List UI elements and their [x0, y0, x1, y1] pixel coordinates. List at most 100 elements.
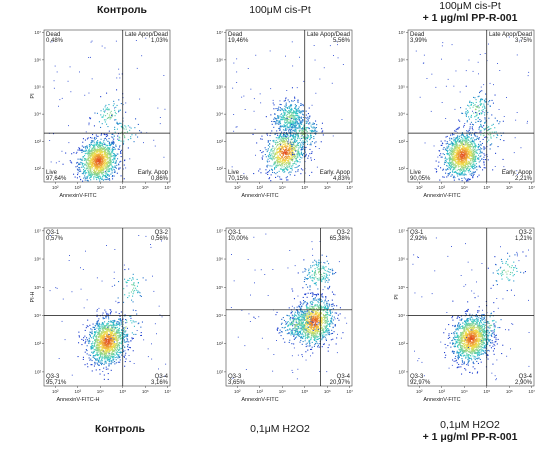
- event-dot: [297, 100, 299, 102]
- event-dot: [89, 334, 91, 336]
- event-dot: [95, 166, 97, 168]
- event-dot: [467, 161, 469, 163]
- event-dot: [97, 169, 99, 171]
- event-dot: [291, 131, 293, 133]
- event-dot: [108, 325, 110, 327]
- event-dot: [480, 134, 482, 136]
- event-dot: [94, 169, 96, 171]
- event-dot: [273, 162, 275, 164]
- event-dot: [283, 131, 285, 133]
- event-dot: [288, 101, 290, 103]
- event-dot: [465, 153, 467, 155]
- event-dot: [287, 159, 289, 161]
- y-tick-label: 10³: [216, 139, 223, 144]
- event-dot: [298, 124, 300, 126]
- event-dot: [78, 170, 80, 172]
- event-dot: [455, 138, 457, 140]
- event-dot: [266, 133, 268, 135]
- event-dot: [107, 341, 109, 343]
- event-dot: [480, 129, 482, 131]
- event-dot: [94, 148, 96, 150]
- event-dot: [82, 141, 84, 143]
- event-dot: [285, 55, 286, 57]
- event-dot: [465, 152, 467, 154]
- event-dot: [89, 174, 91, 176]
- event-dot: [480, 143, 482, 145]
- event-dot: [268, 160, 270, 162]
- event-dot: [472, 176, 474, 178]
- event-dot: [109, 145, 111, 147]
- event-dot: [93, 147, 95, 149]
- event-dot: [469, 178, 471, 180]
- event-dot: [276, 152, 278, 154]
- event-dot: [462, 146, 464, 148]
- event-dot: [266, 171, 268, 173]
- event-dot: [101, 359, 103, 361]
- event-dot: [97, 334, 99, 336]
- event-dot: [296, 166, 298, 168]
- event-dot: [93, 159, 95, 161]
- event-dot: [467, 153, 469, 155]
- event-dot: [267, 161, 269, 163]
- event-dot: [454, 159, 456, 161]
- event-dot: [123, 351, 125, 353]
- event-dot: [455, 165, 457, 167]
- event-dot: [456, 153, 458, 155]
- event-dot: [454, 148, 456, 150]
- event-dot: [95, 150, 97, 152]
- event-dot: [297, 135, 299, 137]
- event-dot: [450, 166, 452, 168]
- event-dot: [277, 155, 279, 157]
- event-dot: [93, 171, 95, 173]
- event-dot: [104, 147, 106, 149]
- event-dot: [284, 164, 286, 166]
- event-dot: [290, 157, 292, 159]
- event-dot: [459, 139, 461, 141]
- event-dot: [299, 142, 301, 144]
- event-dot: [483, 159, 485, 161]
- event-dot: [464, 112, 466, 114]
- event-dot: [454, 141, 456, 143]
- event-dot: [103, 172, 105, 174]
- event-dot: [291, 154, 293, 156]
- event-dot: [112, 143, 114, 145]
- event-dot: [99, 144, 101, 146]
- event-dot: [292, 163, 294, 165]
- event-dot: [107, 153, 109, 155]
- event-dot: [96, 142, 98, 144]
- event-dot: [513, 152, 515, 154]
- event-dot: [112, 333, 114, 335]
- event-dot: [77, 149, 79, 151]
- event-dot: [291, 134, 293, 136]
- event-dot: [281, 153, 283, 155]
- event-dot: [473, 96, 475, 98]
- event-dot: [278, 109, 280, 111]
- event-dot: [441, 156, 443, 158]
- event-dot: [331, 82, 333, 84]
- event-dot: [121, 336, 123, 338]
- event-dot: [466, 157, 468, 159]
- event-dot: [102, 156, 104, 158]
- event-dot: [460, 147, 462, 149]
- event-dot: [101, 116, 103, 118]
- event-dot: [484, 136, 486, 138]
- event-dot: [104, 171, 106, 172]
- event-dot: [457, 150, 459, 152]
- event-dot: [296, 150, 298, 152]
- event-dot: [286, 147, 288, 149]
- event-dot: [279, 149, 281, 151]
- event-dot: [293, 126, 295, 128]
- event-dot: [304, 129, 306, 131]
- event-dot: [266, 160, 268, 162]
- event-dot: [108, 130, 110, 132]
- event-dot: [461, 151, 463, 153]
- event-dot: [115, 113, 117, 115]
- quadrant-label-upper-right: Late Apop/Dead: [125, 32, 168, 38]
- event-dot: [460, 156, 462, 158]
- event-dot: [297, 99, 299, 101]
- event-dot: [288, 166, 290, 168]
- quadrant-label-upper-right: Late Apop/Dead: [307, 32, 350, 38]
- event-dot: [480, 144, 482, 146]
- event-dot: [280, 140, 282, 142]
- event-dot: [460, 158, 462, 160]
